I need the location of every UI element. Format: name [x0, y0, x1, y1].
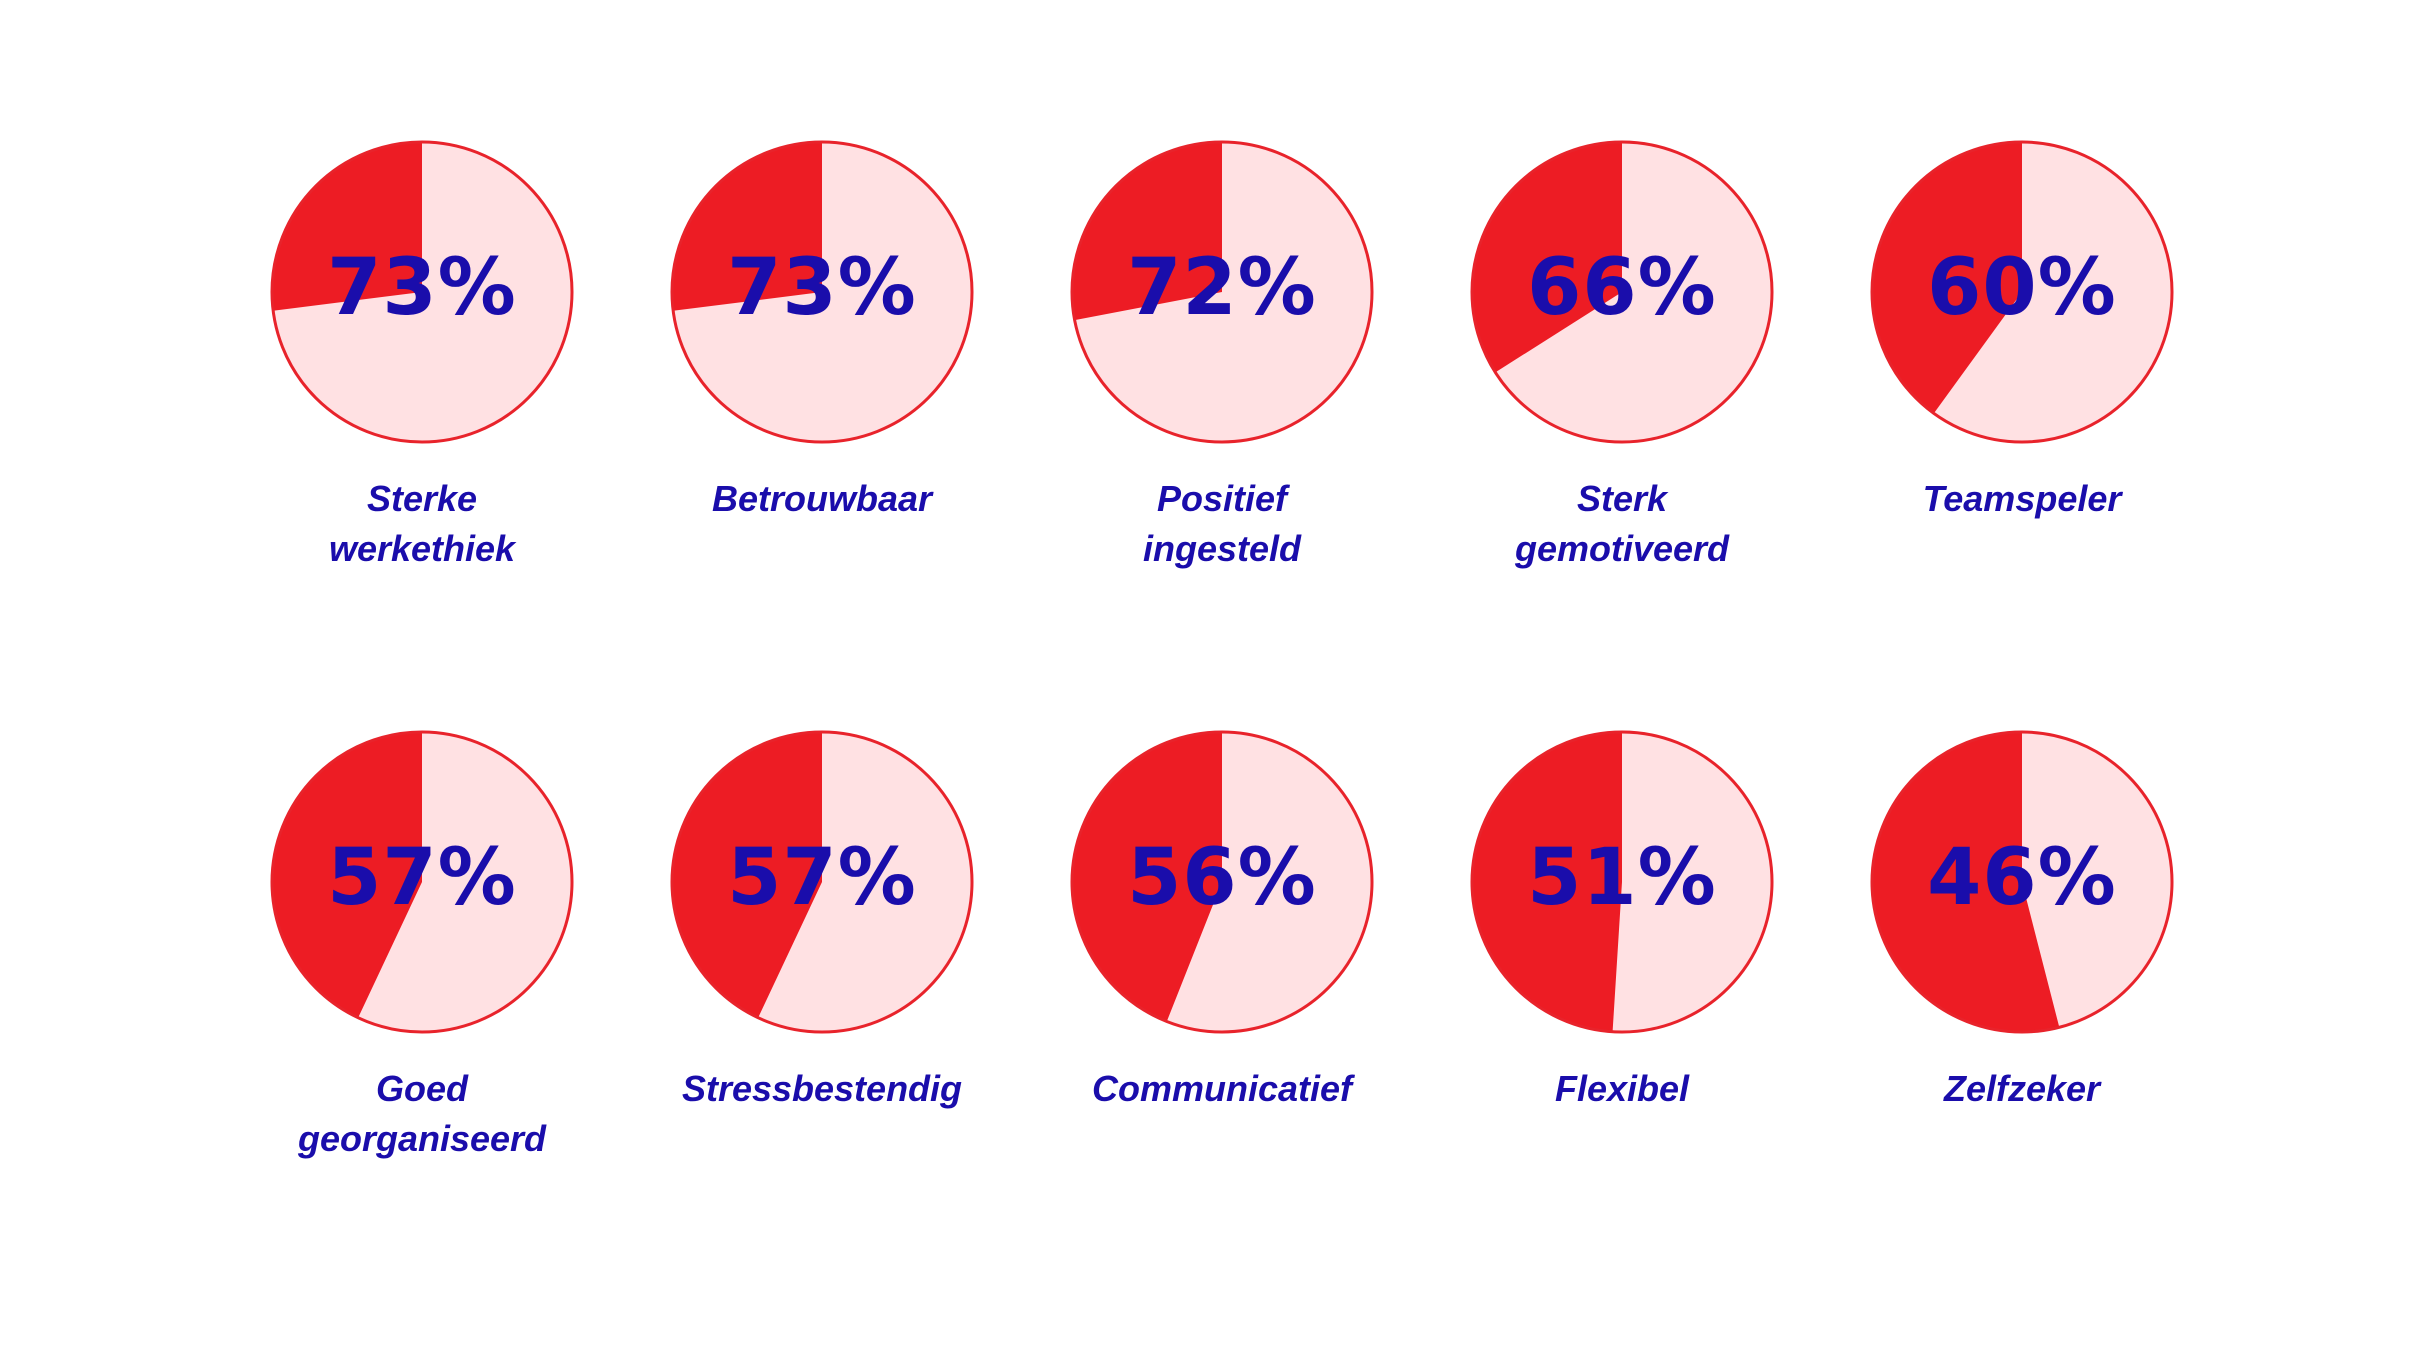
pie-chart — [270, 730, 574, 1034]
pie-chart — [1470, 730, 1774, 1034]
category-label: Zelfzeker — [1943, 1068, 2101, 1109]
pie-slice-highlight — [672, 732, 822, 1018]
percentage-label: 46% — [1927, 833, 2117, 923]
category-label: Sterk gemotiveerd — [1514, 478, 1730, 569]
pie-slice-highlight — [1071, 732, 1222, 1022]
percentage-label: 57% — [727, 833, 917, 923]
pie-chart — [1870, 730, 2174, 1034]
category-label: Betrouwbaar — [711, 478, 933, 519]
pie-slice-highlight — [1072, 142, 1222, 321]
pie-outline — [270, 730, 574, 1034]
pie-outline — [670, 140, 974, 444]
pie-outline — [1070, 730, 1374, 1034]
pie-outline — [1070, 140, 1374, 444]
pie-outline — [670, 730, 974, 1034]
pie-outline — [1470, 730, 1774, 1034]
pie-chart-item: 57% Stressbestendig — [622, 730, 1022, 1200]
percentage-label: 56% — [1127, 833, 1317, 923]
pie-chart-item: 72% Positief ingesteld — [1022, 140, 1422, 610]
category-label: Stressbestendig — [681, 1068, 963, 1109]
pie-outline — [270, 140, 574, 444]
percentage-label: 57% — [327, 833, 517, 923]
category-label: Goed georganiseerd — [297, 1068, 547, 1159]
pie-outline — [1470, 140, 1774, 444]
pie-chart — [270, 140, 574, 444]
percentage-label: 60% — [1927, 243, 2117, 333]
pie-outline — [1870, 730, 2174, 1034]
pie-slice-highlight — [1472, 142, 1622, 373]
category-label: Positief ingesteld — [1142, 478, 1302, 569]
pie-slice-highlight — [1872, 142, 2022, 414]
pie-slice-highlight — [271, 142, 422, 311]
percentage-label: 66% — [1527, 243, 1717, 333]
category-label: Sterke werkethiek — [328, 478, 516, 569]
pie-chart-item: 73% Betrouwbaar — [622, 140, 1022, 610]
percentage-label: 72% — [1127, 243, 1317, 333]
pie-slice-highlight — [272, 732, 422, 1018]
pie-chart-item: 57% Goed georganiseerd — [222, 730, 622, 1200]
pie-chart — [1070, 730, 1374, 1034]
category-label: Teamspeler — [1922, 478, 2122, 519]
pie-slice-highlight — [671, 142, 822, 311]
percentage-label: 73% — [727, 243, 917, 333]
pie-chart — [1470, 140, 1774, 444]
percentage-label: 73% — [327, 243, 517, 333]
pie-outline — [1870, 140, 2174, 444]
pie-chart-item: 46% Zelfzeker — [1822, 730, 2222, 1200]
pie-chart-item: 60% Teamspeler — [1822, 140, 2222, 610]
pie-chart — [670, 730, 974, 1034]
pie-chart-item: 51% Flexibel — [1422, 730, 1822, 1200]
category-label: Communicatief — [1091, 1068, 1353, 1109]
pie-chart — [1070, 140, 1374, 444]
category-label: Flexibel — [1554, 1068, 1690, 1109]
percentage-label: 51% — [1527, 833, 1717, 923]
pie-slice-highlight — [1872, 732, 2060, 1032]
pie-chart-item: 66% Sterk gemotiveerd — [1422, 140, 1822, 610]
pie-chart-item: 73% Sterke werkethiek — [222, 140, 622, 610]
pie-chart — [1870, 140, 2174, 444]
pie-chart — [670, 140, 974, 444]
pie-slice-highlight — [1472, 732, 1622, 1032]
pie-chart-item: 56% Communicatief — [1022, 730, 1422, 1200]
